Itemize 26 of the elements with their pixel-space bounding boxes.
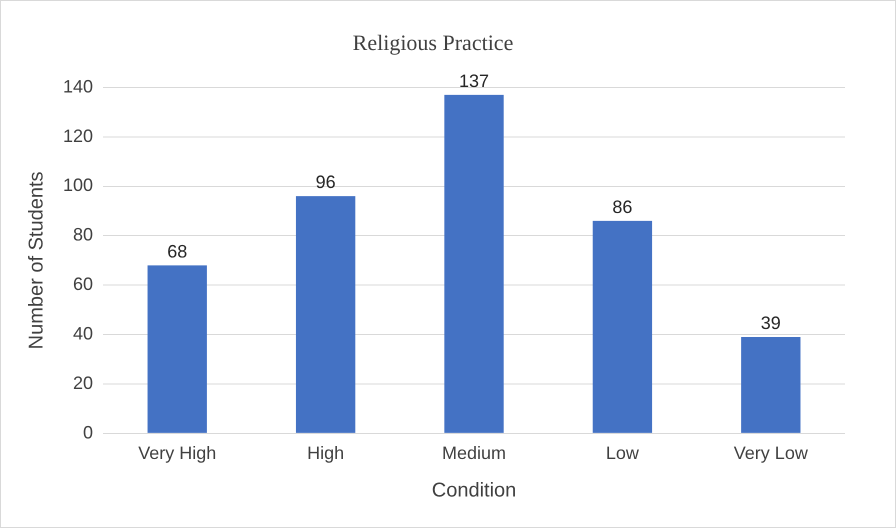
chart-title: Religious Practice (352, 30, 514, 55)
bar (592, 220, 652, 433)
y-tick-label: 120 (62, 126, 94, 146)
data-label: 137 (458, 70, 490, 91)
y-tick-label: 40 (73, 324, 94, 344)
data-label: 39 (760, 312, 781, 333)
y-axis-title: Number of Students (26, 171, 48, 350)
y-tick-label: 20 (73, 372, 94, 393)
bar (741, 337, 800, 433)
x-tick-label: Very Low (734, 443, 809, 464)
bar (444, 94, 504, 433)
data-label: 68 (167, 241, 188, 262)
y-tick-label: 100 (62, 175, 94, 196)
y-tick-label: 140 (62, 76, 94, 96)
y-tick-label: 0 (83, 422, 94, 442)
x-tick-label: Very High (138, 443, 216, 464)
y-tick-label: 80 (73, 224, 94, 245)
x-axis-title: Condition (432, 480, 516, 502)
x-tick-label: Low (606, 443, 640, 464)
bar (148, 265, 207, 433)
data-label: 86 (612, 196, 632, 217)
y-tick-label: 60 (73, 274, 94, 294)
x-tick-label: Medium (442, 443, 506, 464)
bar (296, 196, 356, 433)
data-label: 96 (316, 172, 336, 192)
x-tick-label: High (307, 443, 344, 464)
